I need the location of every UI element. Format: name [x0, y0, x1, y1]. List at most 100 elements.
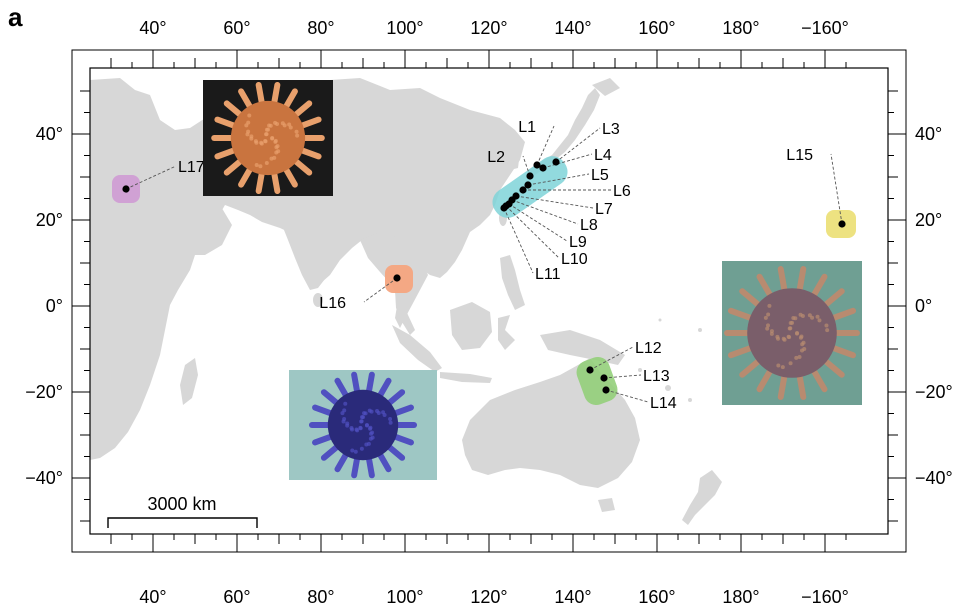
leader-line — [511, 199, 579, 225]
y-tick-label: 40° — [915, 124, 942, 144]
site-label-l5: L5 — [591, 167, 609, 184]
x-tick-label: 60° — [223, 587, 250, 607]
leader-line — [363, 277, 398, 303]
japan-islands — [528, 88, 600, 175]
x-tick-label: 120° — [470, 18, 507, 38]
site-label-l14: L14 — [650, 395, 677, 412]
map-frame — [71, 49, 907, 553]
y-tick-label: 20° — [36, 210, 63, 230]
leader-line — [555, 127, 601, 163]
x-tick-label: 160° — [638, 18, 675, 38]
leader-line — [527, 173, 590, 186]
korea-peninsula — [505, 138, 520, 170]
sulawesi-island — [498, 315, 515, 350]
site-label-l12: L12 — [635, 340, 662, 357]
site-marker-l1 — [533, 161, 541, 169]
x-tick-label: 140° — [554, 587, 591, 607]
india-landmass — [280, 215, 335, 290]
scale-bar: 3000 km — [107, 494, 258, 528]
leader-line — [505, 205, 560, 259]
x-tick-label: 80° — [307, 18, 334, 38]
arabia-landmass — [150, 190, 232, 255]
site-label-l10: L10 — [561, 251, 588, 268]
site-marker-l11 — [500, 204, 508, 212]
site-marker-l4 — [539, 164, 547, 172]
x-tick-label: −160° — [801, 18, 849, 38]
x-tick-label: 180° — [722, 18, 759, 38]
x-tick-label: 40° — [139, 18, 166, 38]
y-tick-label: 20° — [915, 210, 942, 230]
java-island — [440, 372, 492, 383]
leader-line — [503, 207, 534, 274]
x-tick-label: 140° — [554, 18, 591, 38]
site-label-l7: L7 — [595, 201, 613, 218]
philippines-islands — [500, 255, 525, 310]
y-tick-labels-right: 40° 20° 0° −20° −40° — [915, 124, 953, 488]
x-tick-label: 60° — [223, 18, 250, 38]
tasmania-island — [598, 498, 615, 512]
site-label-l16: L16 — [319, 295, 346, 312]
site-marker-l17 — [122, 185, 130, 193]
leader-line — [522, 155, 531, 177]
photo-hawaii-starfish — [722, 261, 862, 405]
y-tick-label: 0° — [915, 296, 932, 316]
site-label-l8: L8 — [580, 217, 598, 234]
madagascar-island — [180, 358, 198, 405]
sumatra-island — [392, 325, 442, 372]
x-tick-label: 80° — [307, 587, 334, 607]
scale-bar-label: 3000 km — [147, 494, 216, 514]
leader-line — [536, 125, 555, 166]
site-label-l15: L15 — [786, 147, 813, 164]
y-tick-label: 40° — [36, 124, 63, 144]
photo-red-sea-starfish — [203, 80, 333, 196]
y-tick-label: −40° — [915, 468, 953, 488]
site-label-l3: L3 — [602, 121, 620, 138]
hokkaido-island — [592, 78, 620, 96]
x-tick-label: 100° — [386, 587, 423, 607]
y-tick-label: 0° — [46, 296, 63, 316]
leader-line — [542, 153, 593, 169]
leader-line — [515, 195, 594, 209]
x-tick-labels-top: 40° 60° 80° 100° 120° 140° 160° 180° −160° — [139, 18, 848, 38]
site-label-l1: L1 — [518, 119, 536, 136]
site-marker-l14 — [602, 386, 610, 394]
y-tick-label: −20° — [25, 382, 63, 402]
leader-line — [603, 374, 642, 379]
pacific-small-islands — [638, 318, 752, 402]
site-marker-l5 — [524, 181, 532, 189]
site-label-l2: L2 — [487, 149, 505, 166]
site-label-l9: L9 — [569, 234, 587, 251]
site-label-l6: L6 — [613, 183, 631, 200]
y-tick-labels-left: 40° 20° 0° −20° −40° — [25, 124, 63, 488]
x-tick-label: 180° — [722, 587, 759, 607]
site-label-l17: L17 — [178, 159, 205, 176]
y-tick-label: −20° — [915, 382, 953, 402]
site-marker-l15 — [838, 220, 846, 228]
x-tick-label: 100° — [386, 18, 423, 38]
leader-lines — [125, 125, 843, 403]
malay-peninsula — [395, 290, 415, 335]
panel-label: a — [8, 2, 23, 32]
x-tick-labels-bottom: 40° 60° 80° 100° 120° 140° 160° 180° −160° — [139, 587, 848, 607]
site-marker-l6 — [519, 186, 527, 194]
africa-landmass — [90, 78, 525, 460]
leader-line — [508, 203, 568, 242]
site-label-l11: L11 — [535, 266, 561, 283]
site-marker-l3 — [552, 158, 560, 166]
borneo-island — [450, 302, 492, 350]
site-markers — [122, 158, 846, 394]
site-label-l4: L4 — [594, 147, 612, 164]
x-tick-label: −160° — [801, 587, 849, 607]
x-tick-label: 40° — [139, 587, 166, 607]
site-marker-l13 — [600, 374, 608, 382]
site-label-l13: L13 — [643, 368, 670, 385]
land-masses — [90, 78, 752, 525]
sri-lanka — [313, 293, 323, 307]
y-tick-label: −40° — [25, 468, 63, 488]
site-marker-l16 — [393, 274, 401, 282]
photo-andaman-starfish — [289, 370, 437, 480]
leader-line — [830, 153, 843, 225]
site-marker-l2 — [526, 172, 534, 180]
